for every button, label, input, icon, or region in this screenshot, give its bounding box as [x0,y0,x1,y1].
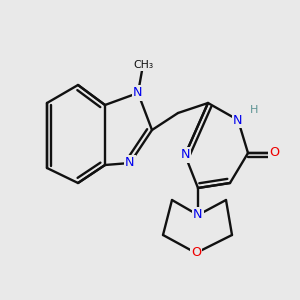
Text: CH₃: CH₃ [133,60,153,70]
Text: N: N [233,113,243,127]
Text: N: N [180,148,190,161]
Text: O: O [191,247,201,260]
Text: O: O [269,146,279,160]
Text: N: N [133,86,143,100]
Text: H: H [250,105,258,115]
Text: N: N [125,157,135,169]
Text: N: N [193,208,203,221]
